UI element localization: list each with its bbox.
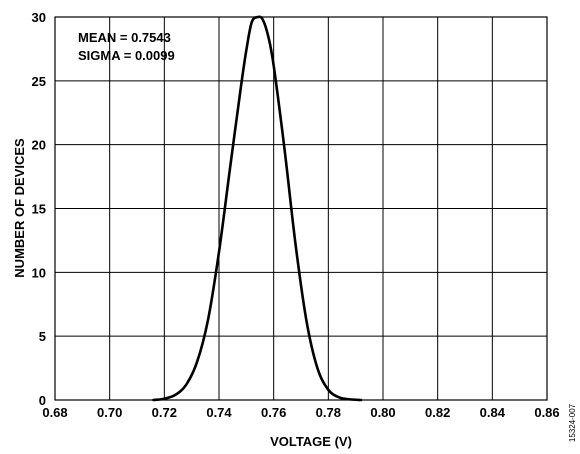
x-tick-label: 0.70 <box>97 405 122 420</box>
x-tick-label: 0.84 <box>480 405 506 420</box>
y-tick-label: 15 <box>32 202 46 217</box>
x-tick-label: 0.74 <box>206 405 232 420</box>
x-tick-label: 0.72 <box>152 405 177 420</box>
mean-annotation: MEAN = 0.7543 <box>78 30 171 45</box>
figure-code: 15324-007 <box>568 403 577 442</box>
x-tick-label: 0.86 <box>534 405 559 420</box>
x-tick-label: 0.68 <box>42 405 67 420</box>
y-axis-title: NUMBER OF DEVICES <box>12 138 27 278</box>
x-tick-label: 0.80 <box>370 405 395 420</box>
x-axis-title: VOLTAGE (V) <box>270 434 352 449</box>
sigma-annotation: SIGMA = 0.0099 <box>78 48 175 63</box>
plot-frame <box>54 16 548 401</box>
y-tick-label: 10 <box>32 265 46 280</box>
y-tick-label: 0 <box>39 393 46 408</box>
x-tick-labels: 0.68 0.70 0.72 0.74 0.76 0.78 0.80 0.82 0.84 0.86 <box>42 405 559 420</box>
y-tick-label: 25 <box>32 74 46 89</box>
x-tick-label: 0.78 <box>316 405 341 420</box>
y-tick-labels: 0 5 10 15 20 25 30 <box>32 10 46 408</box>
y-tick-label: 30 <box>32 10 46 25</box>
y-tick-label: 20 <box>32 138 46 153</box>
x-tick-label: 0.76 <box>261 405 286 420</box>
distribution-curve <box>152 15 363 402</box>
x-tick-label: 0.82 <box>425 405 450 420</box>
grid-lines <box>54 16 548 401</box>
y-tick-label: 5 <box>39 329 46 344</box>
